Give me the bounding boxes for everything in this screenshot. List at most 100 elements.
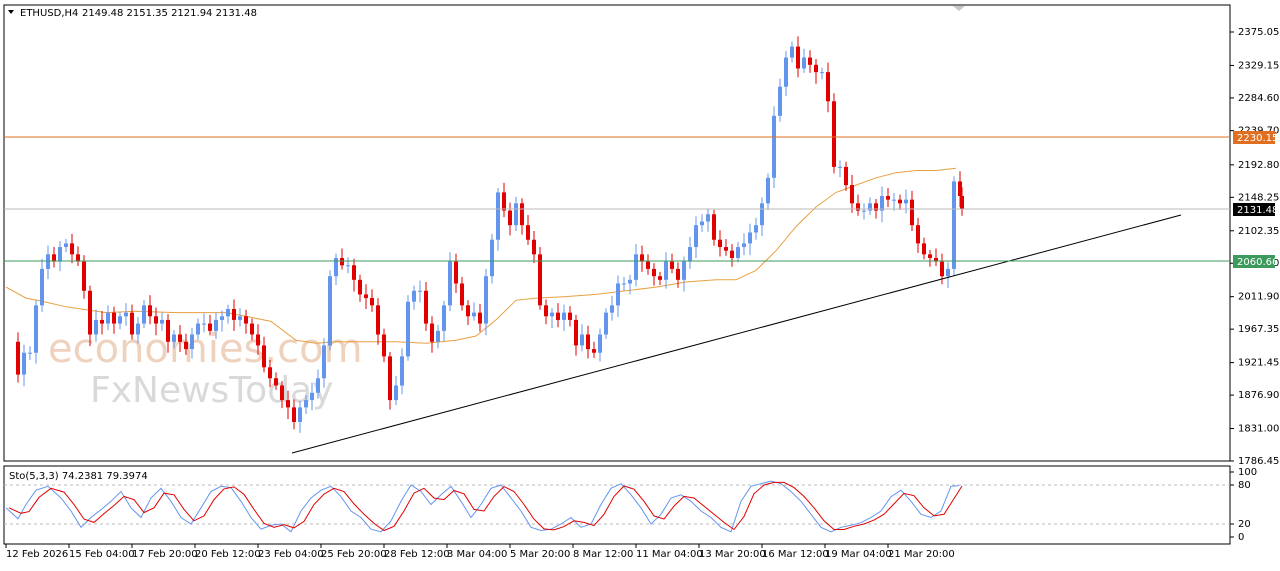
bearish-candle[interactable] (274, 378, 278, 386)
bearish-candle[interactable] (376, 305, 380, 335)
bearish-candle[interactable] (592, 349, 596, 353)
bearish-candle[interactable] (358, 279, 362, 295)
bearish-candle[interactable] (250, 323, 254, 335)
bullish-candle[interactable] (946, 268, 950, 277)
bearish-candle[interactable] (676, 268, 680, 280)
bearish-candle[interactable] (478, 312, 482, 324)
bearish-candle[interactable] (280, 385, 284, 401)
bullish-candle[interactable] (124, 312, 128, 317)
bearish-candle[interactable] (256, 334, 260, 346)
bullish-candle[interactable] (736, 247, 740, 258)
bullish-candle[interactable] (136, 323, 140, 335)
bullish-candle[interactable] (820, 72, 824, 74)
bullish-candle[interactable] (778, 86, 782, 116)
bullish-candle[interactable] (772, 115, 776, 178)
bearish-candle[interactable] (718, 239, 722, 248)
bullish-candle[interactable] (214, 319, 218, 331)
bullish-candle[interactable] (328, 276, 332, 346)
bearish-candle[interactable] (76, 254, 80, 262)
bearish-candle[interactable] (382, 334, 386, 357)
bullish-candle[interactable] (202, 323, 206, 325)
bullish-candle[interactable] (862, 210, 866, 212)
bullish-candle[interactable] (706, 214, 710, 222)
bullish-candle[interactable] (472, 312, 476, 317)
bearish-candle[interactable] (856, 203, 860, 211)
bullish-candle[interactable] (220, 316, 224, 320)
bearish-candle[interactable] (286, 400, 290, 408)
bullish-candle[interactable] (604, 312, 608, 335)
bullish-candle[interactable] (616, 283, 620, 306)
bullish-candle[interactable] (880, 196, 884, 211)
bearish-candle[interactable] (268, 367, 272, 379)
price-pane[interactable] (3, 4, 1231, 462)
bearish-candle[interactable] (724, 247, 728, 251)
bullish-candle[interactable] (58, 247, 62, 262)
bearish-candle[interactable] (544, 305, 548, 317)
bullish-candle[interactable] (496, 192, 500, 240)
bullish-candle[interactable] (892, 199, 896, 201)
bullish-candle[interactable] (742, 243, 746, 248)
bearish-candle[interactable] (922, 243, 926, 255)
bullish-candle[interactable] (766, 177, 770, 204)
stochastic-signal-line[interactable] (8, 481, 963, 532)
bearish-candle[interactable] (70, 243, 74, 255)
bearish-candle[interactable] (532, 239, 536, 255)
bullish-candle[interactable] (412, 290, 416, 302)
bullish-candle[interactable] (34, 305, 38, 353)
bullish-candle[interactable] (106, 312, 110, 324)
bearish-candle[interactable] (178, 334, 182, 342)
bearish-candle[interactable] (232, 308, 236, 320)
bearish-candle[interactable] (508, 210, 512, 226)
bearish-candle[interactable] (16, 341, 20, 375)
bullish-candle[interactable] (682, 261, 686, 280)
bearish-candle[interactable] (670, 261, 674, 269)
bullish-candle[interactable] (580, 334, 584, 346)
bullish-candle[interactable] (784, 57, 788, 87)
bearish-candle[interactable] (370, 298, 374, 306)
bearish-candle[interactable] (934, 257, 938, 262)
bearish-candle[interactable] (568, 312, 572, 320)
bearish-candle[interactable] (430, 323, 434, 342)
bearish-candle[interactable] (502, 192, 506, 211)
bullish-candle[interactable] (748, 232, 752, 244)
bullish-candle[interactable] (238, 316, 242, 320)
bullish-candle[interactable] (64, 243, 68, 248)
bullish-candle[interactable] (400, 356, 404, 386)
bullish-candle[interactable] (226, 308, 230, 317)
bearish-candle[interactable] (730, 250, 734, 258)
bearish-candle[interactable] (88, 290, 92, 335)
bullish-candle[interactable] (868, 203, 872, 211)
stochastic-pane[interactable] (3, 465, 1231, 545)
bullish-candle[interactable] (40, 268, 44, 306)
bullish-candle[interactable] (562, 312, 566, 320)
bearish-candle[interactable] (808, 57, 812, 65)
bearish-candle[interactable] (796, 46, 800, 69)
bearish-candle[interactable] (100, 319, 104, 324)
bullish-candle[interactable] (322, 345, 326, 379)
bullish-candle[interactable] (304, 400, 308, 408)
bullish-candle[interactable] (172, 334, 176, 342)
bearish-candle[interactable] (712, 214, 716, 240)
bearish-candle[interactable] (340, 257, 344, 266)
bullish-candle[interactable] (118, 316, 122, 324)
bullish-candle[interactable] (904, 199, 908, 204)
bullish-candle[interactable] (406, 301, 410, 357)
bearish-candle[interactable] (454, 261, 458, 284)
bearish-candle[interactable] (916, 225, 920, 244)
bullish-candle[interactable] (394, 385, 398, 401)
bearish-candle[interactable] (646, 261, 650, 269)
bearish-candle[interactable] (208, 323, 212, 331)
bearish-candle[interactable] (52, 254, 56, 262)
bearish-candle[interactable] (928, 254, 932, 258)
bearish-candle[interactable] (898, 199, 902, 204)
chart-shift-marker-icon[interactable] (953, 6, 965, 11)
bearish-candle[interactable] (886, 196, 890, 200)
bearish-candle[interactable] (424, 290, 428, 324)
bearish-candle[interactable] (364, 294, 368, 299)
bearish-candle[interactable] (586, 334, 590, 350)
bearish-candle[interactable] (832, 101, 836, 167)
bullish-candle[interactable] (418, 290, 422, 292)
bearish-candle[interactable] (814, 64, 818, 73)
bearish-candle[interactable] (82, 261, 86, 291)
bearish-candle[interactable] (844, 166, 848, 186)
